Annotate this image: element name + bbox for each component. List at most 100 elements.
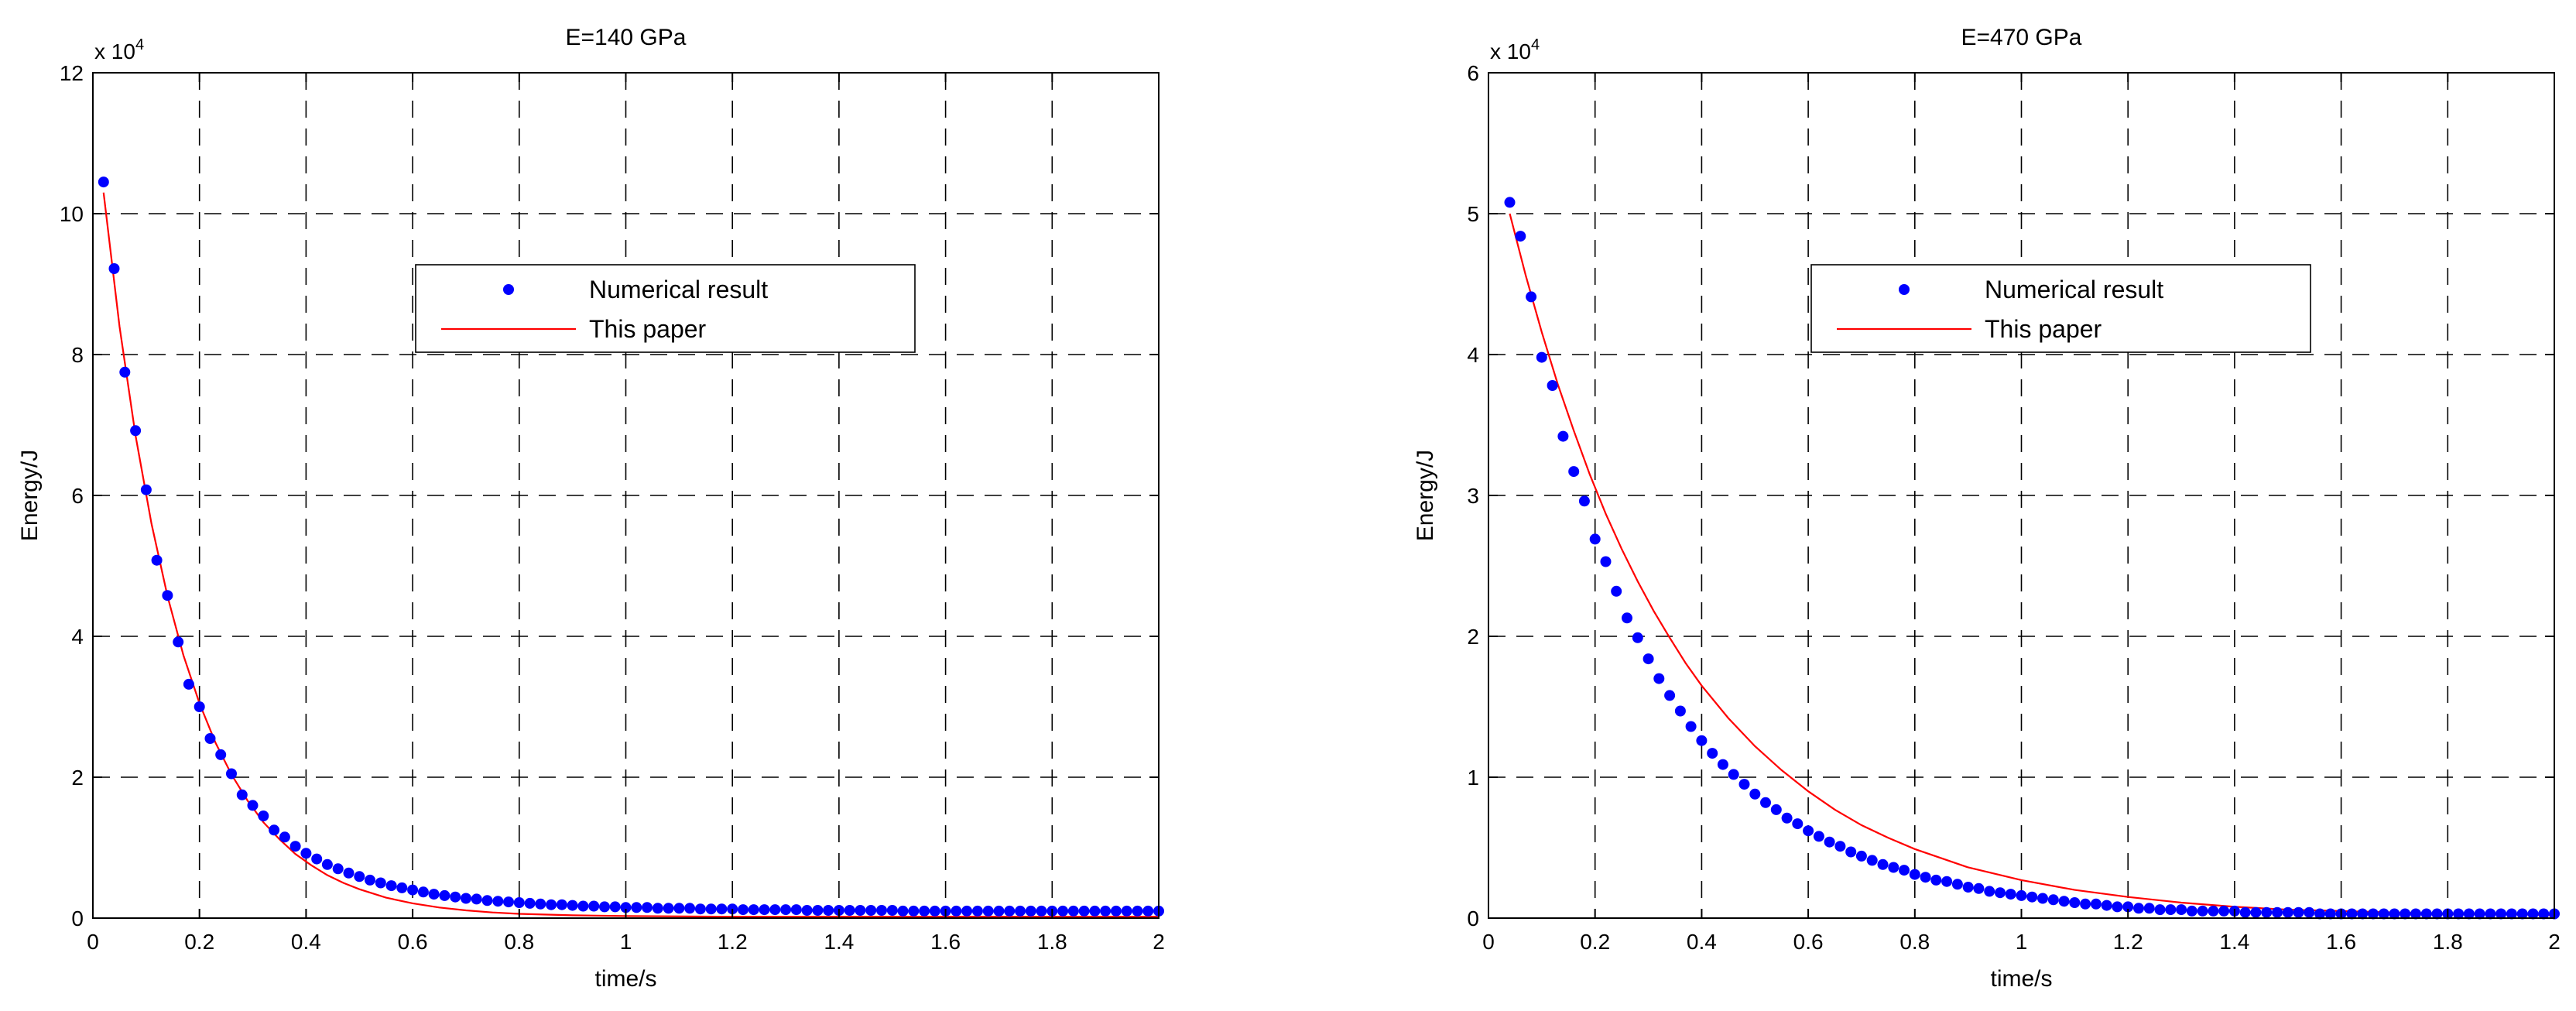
data-point	[865, 905, 877, 916]
numerical-points-right	[1504, 197, 2560, 920]
data-point	[1067, 905, 1079, 917]
y-tick-label: 12	[60, 61, 84, 85]
data-point	[673, 903, 685, 914]
y-tick-label: 2	[1467, 625, 1479, 649]
data-point	[2431, 908, 2443, 920]
data-point	[2026, 891, 2038, 903]
data-point	[1909, 869, 1920, 880]
data-point	[471, 893, 482, 905]
data-point	[855, 905, 866, 916]
data-point	[385, 880, 397, 892]
data-point	[2282, 906, 2293, 918]
data-point	[567, 900, 578, 911]
data-point	[876, 905, 887, 916]
data-point	[2165, 904, 2177, 916]
y-multiplier-base-left: x 10	[94, 39, 135, 63]
data-point	[1578, 495, 1590, 507]
y-tick-label: 5	[1467, 202, 1479, 226]
data-point	[663, 903, 674, 914]
data-point	[524, 897, 536, 909]
data-point	[2133, 903, 2144, 914]
data-point	[1632, 632, 1643, 643]
data-point	[759, 904, 770, 916]
data-point	[1696, 735, 1708, 746]
data-point	[780, 904, 792, 916]
data-point	[1057, 905, 1069, 917]
data-point	[1866, 855, 1878, 866]
data-point	[2485, 908, 2496, 920]
x-tick-label: 0.4	[1687, 930, 1717, 954]
data-point	[1568, 466, 1580, 478]
data-point	[1547, 380, 1558, 391]
data-point	[812, 905, 824, 916]
x-tick-label: 0.6	[398, 930, 428, 954]
data-point	[2516, 908, 2528, 920]
data-point	[1738, 779, 1750, 790]
legend-box-right	[1810, 264, 2311, 353]
y-multiplier-left: x 104	[94, 36, 144, 63]
data-point	[2058, 896, 2070, 907]
data-point	[2239, 906, 2251, 918]
data-point	[1813, 831, 1824, 842]
data-point	[332, 863, 344, 875]
data-point	[631, 902, 642, 913]
data-point	[1930, 874, 1942, 886]
legend-marker-numerical-right	[1899, 284, 1910, 295]
data-point	[2346, 908, 2358, 920]
data-point	[396, 882, 408, 893]
data-point	[1110, 905, 1122, 917]
data-point	[2389, 908, 2400, 920]
data-point	[343, 867, 355, 879]
data-point	[2250, 906, 2262, 918]
data-point	[1760, 797, 1771, 808]
data-point	[694, 903, 706, 915]
x-tick-label: 1	[2016, 930, 2028, 954]
data-point	[1749, 788, 1761, 800]
data-point	[2293, 906, 2304, 918]
x-tick-label: 1.2	[718, 930, 748, 954]
data-point	[1781, 812, 1793, 824]
y-tick-label: 8	[71, 343, 84, 367]
data-point	[1515, 231, 1526, 242]
data-point	[1504, 197, 1516, 208]
data-point	[546, 899, 557, 910]
data-point	[204, 733, 216, 744]
data-point	[311, 853, 323, 865]
data-point	[108, 263, 120, 274]
data-point	[2453, 908, 2465, 920]
data-point	[2037, 893, 2048, 904]
data-point	[236, 789, 248, 800]
y-tick-label: 6	[1467, 61, 1479, 85]
data-point	[1984, 886, 1995, 897]
data-point	[1941, 876, 1953, 887]
legend-left: Numerical result This paper	[415, 264, 916, 353]
data-point	[2357, 908, 2369, 920]
data-point	[1845, 846, 1857, 858]
data-point	[2080, 898, 2091, 910]
data-point	[1770, 804, 1782, 815]
x-tick-label: 1.6	[2326, 930, 2356, 954]
data-point	[439, 889, 450, 901]
grid-left	[93, 73, 1159, 918]
y-axis-label-left: Energy/J	[17, 450, 43, 541]
data-point	[226, 768, 237, 780]
data-point	[738, 904, 748, 916]
x-tick-label: 1.2	[2113, 930, 2143, 954]
data-point	[684, 903, 696, 914]
data-point	[258, 811, 269, 821]
data-point	[599, 901, 610, 913]
x-tick-label: 0.8	[504, 930, 534, 954]
data-point	[247, 800, 259, 811]
y-tick-label: 4	[71, 625, 84, 649]
data-point	[269, 824, 280, 836]
data-point	[2378, 908, 2389, 920]
data-point	[1611, 585, 1622, 597]
data-point	[790, 904, 802, 916]
data-point	[1526, 291, 1537, 303]
x-tick-label: 1	[620, 930, 632, 954]
data-point	[417, 886, 429, 898]
y-tick-label: 6	[71, 484, 84, 508]
data-point	[823, 905, 834, 916]
y-tick-label: 10	[60, 202, 84, 226]
data-point	[1973, 882, 1985, 894]
